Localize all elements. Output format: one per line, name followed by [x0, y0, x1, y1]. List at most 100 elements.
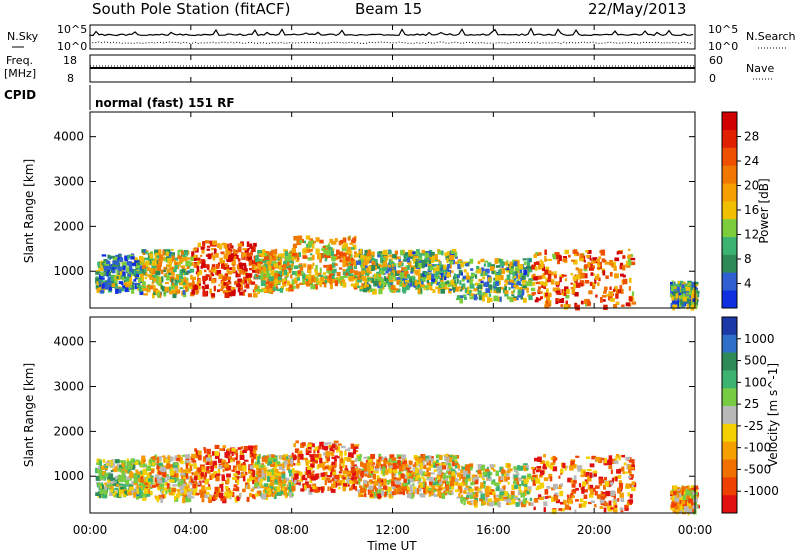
heatmap-cell	[134, 260, 137, 267]
heatmap-cell	[251, 246, 256, 253]
heatmap-cell	[286, 455, 290, 460]
heatmap-cell	[285, 272, 290, 277]
heatmap-cell	[305, 275, 310, 279]
heatmap-cell	[333, 254, 338, 257]
heatmap-cell	[231, 245, 234, 249]
heatmap-cell	[184, 271, 189, 275]
heatmap-cell	[347, 236, 351, 241]
heatmap-cell	[431, 273, 435, 279]
heatmap-cell	[176, 261, 181, 265]
heatmap-cell	[383, 257, 386, 261]
heatmap-cell	[126, 476, 130, 480]
heatmap-cell	[286, 464, 290, 470]
heatmap-cell	[137, 283, 141, 286]
heatmap-cell	[136, 471, 141, 475]
heatmap-cell	[410, 488, 413, 494]
heatmap-cell	[257, 456, 260, 461]
heatmap-cell	[373, 481, 377, 487]
heatmap-cell	[458, 493, 461, 498]
heatmap-cell	[403, 269, 408, 273]
heatmap-cell	[605, 490, 611, 497]
heatmap-cell	[424, 472, 427, 475]
heatmap-cell	[185, 473, 189, 479]
heatmap-cell	[358, 474, 361, 479]
heatmap-cell	[302, 240, 306, 244]
heatmap-cell	[193, 481, 198, 486]
heatmap-cell	[608, 464, 613, 469]
heatmap-cell	[293, 265, 299, 269]
heatmap-cell	[415, 467, 419, 474]
heatmap-cell	[380, 265, 384, 268]
heatmap-cell	[317, 445, 322, 450]
heatmap-cell	[205, 461, 209, 465]
heatmap-cell	[241, 451, 244, 456]
heatmap-cell	[272, 287, 277, 291]
heatmap-cell	[421, 276, 426, 282]
noise-sky-trace	[89, 27, 694, 37]
heatmap-cell	[302, 248, 307, 254]
heatmap-cell	[245, 283, 250, 289]
heatmap-cell	[338, 256, 341, 259]
heatmap-cell	[523, 267, 527, 272]
heatmap-cell	[499, 269, 502, 275]
heatmap-cell	[523, 463, 528, 466]
heatmap-cell	[257, 460, 260, 464]
heatmap-cell	[211, 451, 215, 456]
heatmap-cell	[364, 284, 369, 287]
heatmap-cell	[372, 462, 375, 465]
heatmap-cell	[249, 268, 252, 271]
heatmap-cell	[558, 298, 562, 303]
heatmap-cell	[427, 256, 432, 260]
heatmap-cell	[215, 253, 219, 258]
heatmap-cell	[676, 294, 681, 301]
heatmap-cell	[380, 269, 385, 275]
heatmap-cell	[489, 278, 492, 284]
heatmap-cell	[169, 475, 172, 480]
heatmap-cell	[426, 278, 430, 284]
heatmap-cell	[237, 447, 242, 450]
heatmap-cell	[182, 487, 186, 491]
heatmap-cell	[427, 491, 432, 494]
heatmap-cell	[138, 277, 142, 283]
heatmap-cell	[541, 275, 546, 279]
heatmap-cell	[313, 241, 316, 244]
heatmap-cell	[174, 265, 178, 269]
heatmap-cell	[434, 258, 438, 262]
heatmap-cell	[612, 288, 616, 293]
heatmap-cell	[508, 287, 511, 291]
heatmap-cell	[539, 259, 543, 262]
heatmap-cell	[276, 286, 279, 290]
heatmap-cell	[383, 276, 387, 282]
heatmap-cell	[198, 270, 203, 275]
heatmap-cell	[281, 271, 286, 276]
heatmap-cell	[273, 459, 276, 462]
heatmap-cell	[382, 253, 388, 258]
heatmap-cell	[158, 257, 163, 263]
heatmap-cell	[297, 450, 303, 454]
heatmap-cell	[129, 267, 133, 273]
heatmap-cell	[282, 482, 286, 486]
heatmap-cell	[228, 458, 231, 463]
heatmap-cell	[176, 457, 180, 462]
heatmap-cell	[557, 487, 562, 490]
heatmap-cell	[243, 276, 247, 280]
heatmap-cell	[467, 487, 470, 490]
heatmap-cell	[208, 497, 212, 503]
heatmap-cell	[218, 492, 224, 499]
heatmap-cell	[168, 489, 173, 496]
heatmap-cell	[454, 461, 459, 465]
heatmap-cell	[377, 251, 381, 256]
heatmap-cell	[602, 299, 606, 302]
heatmap-cell	[284, 253, 287, 260]
heatmap-cell	[145, 251, 148, 255]
heatmap-cell	[511, 290, 514, 294]
heatmap-cell	[503, 476, 507, 481]
heatmap-cell	[119, 269, 124, 276]
heatmap-cell	[106, 481, 110, 485]
heatmap-cell	[305, 478, 308, 481]
heatmap-cell	[364, 480, 368, 485]
heatmap-cell	[435, 276, 438, 282]
heatmap-cell	[269, 483, 274, 490]
heatmap-cell	[290, 456, 294, 460]
heatmap-cell	[487, 262, 492, 268]
